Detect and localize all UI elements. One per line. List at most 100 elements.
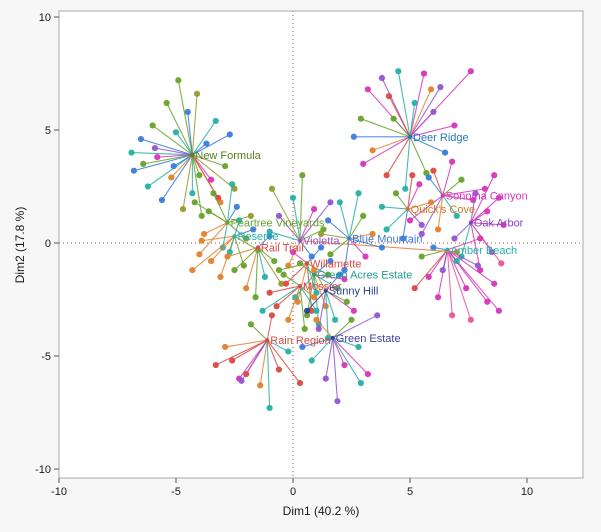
data-point bbox=[198, 237, 205, 244]
data-point bbox=[154, 154, 161, 161]
spoke-line bbox=[372, 136, 411, 151]
spoke-line bbox=[386, 208, 409, 230]
data-point bbox=[399, 235, 407, 242]
data-point bbox=[495, 194, 503, 201]
spoke-line bbox=[140, 138, 193, 156]
cluster-label: Sonoma Canyon bbox=[446, 191, 528, 203]
data-point bbox=[334, 285, 341, 292]
data-point bbox=[402, 185, 409, 192]
spoke-line bbox=[215, 339, 268, 366]
data-point bbox=[360, 212, 367, 219]
spoke-line bbox=[421, 195, 444, 235]
data-point bbox=[212, 117, 219, 125]
data-point bbox=[463, 285, 470, 292]
cluster-label: Peartree Vineyards bbox=[230, 218, 324, 230]
spoke-line bbox=[325, 337, 334, 379]
data-point bbox=[341, 267, 348, 274]
data-point bbox=[336, 199, 343, 206]
data-point bbox=[334, 398, 341, 405]
spoke-line bbox=[311, 337, 334, 361]
data-point bbox=[266, 233, 273, 240]
cluster-centroid bbox=[297, 283, 303, 289]
cluster-centroid bbox=[323, 288, 328, 293]
data-point bbox=[430, 167, 437, 174]
data-point bbox=[364, 86, 371, 93]
spoke-line bbox=[233, 236, 245, 266]
data-point bbox=[219, 244, 226, 251]
cluster-centroid bbox=[265, 338, 270, 343]
data-point bbox=[378, 74, 386, 82]
spoke-line bbox=[299, 175, 303, 241]
cluster-centroid bbox=[304, 261, 310, 266]
data-point bbox=[491, 280, 498, 287]
spoke-line bbox=[187, 111, 193, 155]
spoke-line bbox=[257, 247, 282, 284]
data-point bbox=[434, 294, 442, 301]
data-point bbox=[348, 316, 355, 323]
spoke-line bbox=[470, 222, 502, 264]
data-point bbox=[369, 147, 376, 154]
spoke-line bbox=[299, 240, 313, 257]
spoke-line bbox=[407, 175, 413, 210]
spoke-line bbox=[315, 319, 334, 339]
spoke-line bbox=[201, 235, 235, 242]
spoke-line bbox=[409, 86, 441, 138]
data-point bbox=[212, 361, 219, 369]
cluster-label: Mossier bbox=[303, 281, 342, 293]
spoke-line bbox=[266, 339, 280, 370]
data-point bbox=[243, 370, 250, 378]
data-point bbox=[484, 298, 491, 305]
cluster-centroid bbox=[405, 207, 410, 212]
data-point bbox=[303, 312, 311, 319]
spoke-line bbox=[332, 319, 352, 339]
x-tick-label: -5 bbox=[171, 486, 181, 498]
data-point bbox=[172, 129, 180, 136]
spoke-line bbox=[360, 118, 411, 138]
spoke-line bbox=[313, 274, 345, 280]
data-point bbox=[191, 199, 198, 206]
data-point bbox=[222, 163, 229, 170]
data-point bbox=[247, 212, 254, 219]
spoke-line bbox=[157, 154, 193, 158]
spoke-line bbox=[266, 339, 289, 352]
data-point bbox=[224, 253, 231, 260]
spoke-line bbox=[409, 102, 416, 137]
data-point bbox=[434, 226, 442, 233]
spoke-line bbox=[212, 193, 228, 223]
data-point bbox=[484, 208, 491, 215]
data-point bbox=[285, 316, 292, 323]
data-point bbox=[416, 181, 423, 188]
spoke-line bbox=[299, 285, 306, 329]
data-point bbox=[332, 316, 339, 323]
data-point bbox=[427, 86, 435, 93]
data-point bbox=[289, 248, 297, 256]
spoke-line bbox=[175, 131, 193, 156]
data-point bbox=[205, 208, 212, 215]
cluster-centroid bbox=[225, 220, 230, 225]
data-point bbox=[453, 257, 460, 265]
data-point bbox=[222, 343, 229, 351]
spoke-line bbox=[348, 193, 360, 239]
cluster-label: Reserve bbox=[238, 231, 279, 243]
spoke-line bbox=[446, 249, 453, 316]
spoke-line bbox=[266, 339, 301, 384]
data-point bbox=[392, 190, 400, 197]
data-point bbox=[317, 244, 325, 251]
data-point bbox=[383, 172, 390, 179]
spoke-line bbox=[210, 235, 235, 262]
spoke-line bbox=[407, 201, 432, 210]
spoke-line bbox=[294, 274, 315, 298]
spoke-line bbox=[349, 237, 383, 249]
spoke-line bbox=[297, 263, 308, 302]
data-point bbox=[451, 122, 458, 129]
data-point bbox=[128, 149, 135, 156]
data-point bbox=[362, 253, 369, 260]
data-point bbox=[285, 348, 292, 355]
data-point bbox=[385, 93, 393, 100]
spoke-line bbox=[332, 337, 359, 348]
spoke-line bbox=[318, 290, 327, 329]
data-point bbox=[374, 312, 381, 319]
data-point bbox=[303, 307, 311, 314]
data-point bbox=[474, 262, 481, 269]
